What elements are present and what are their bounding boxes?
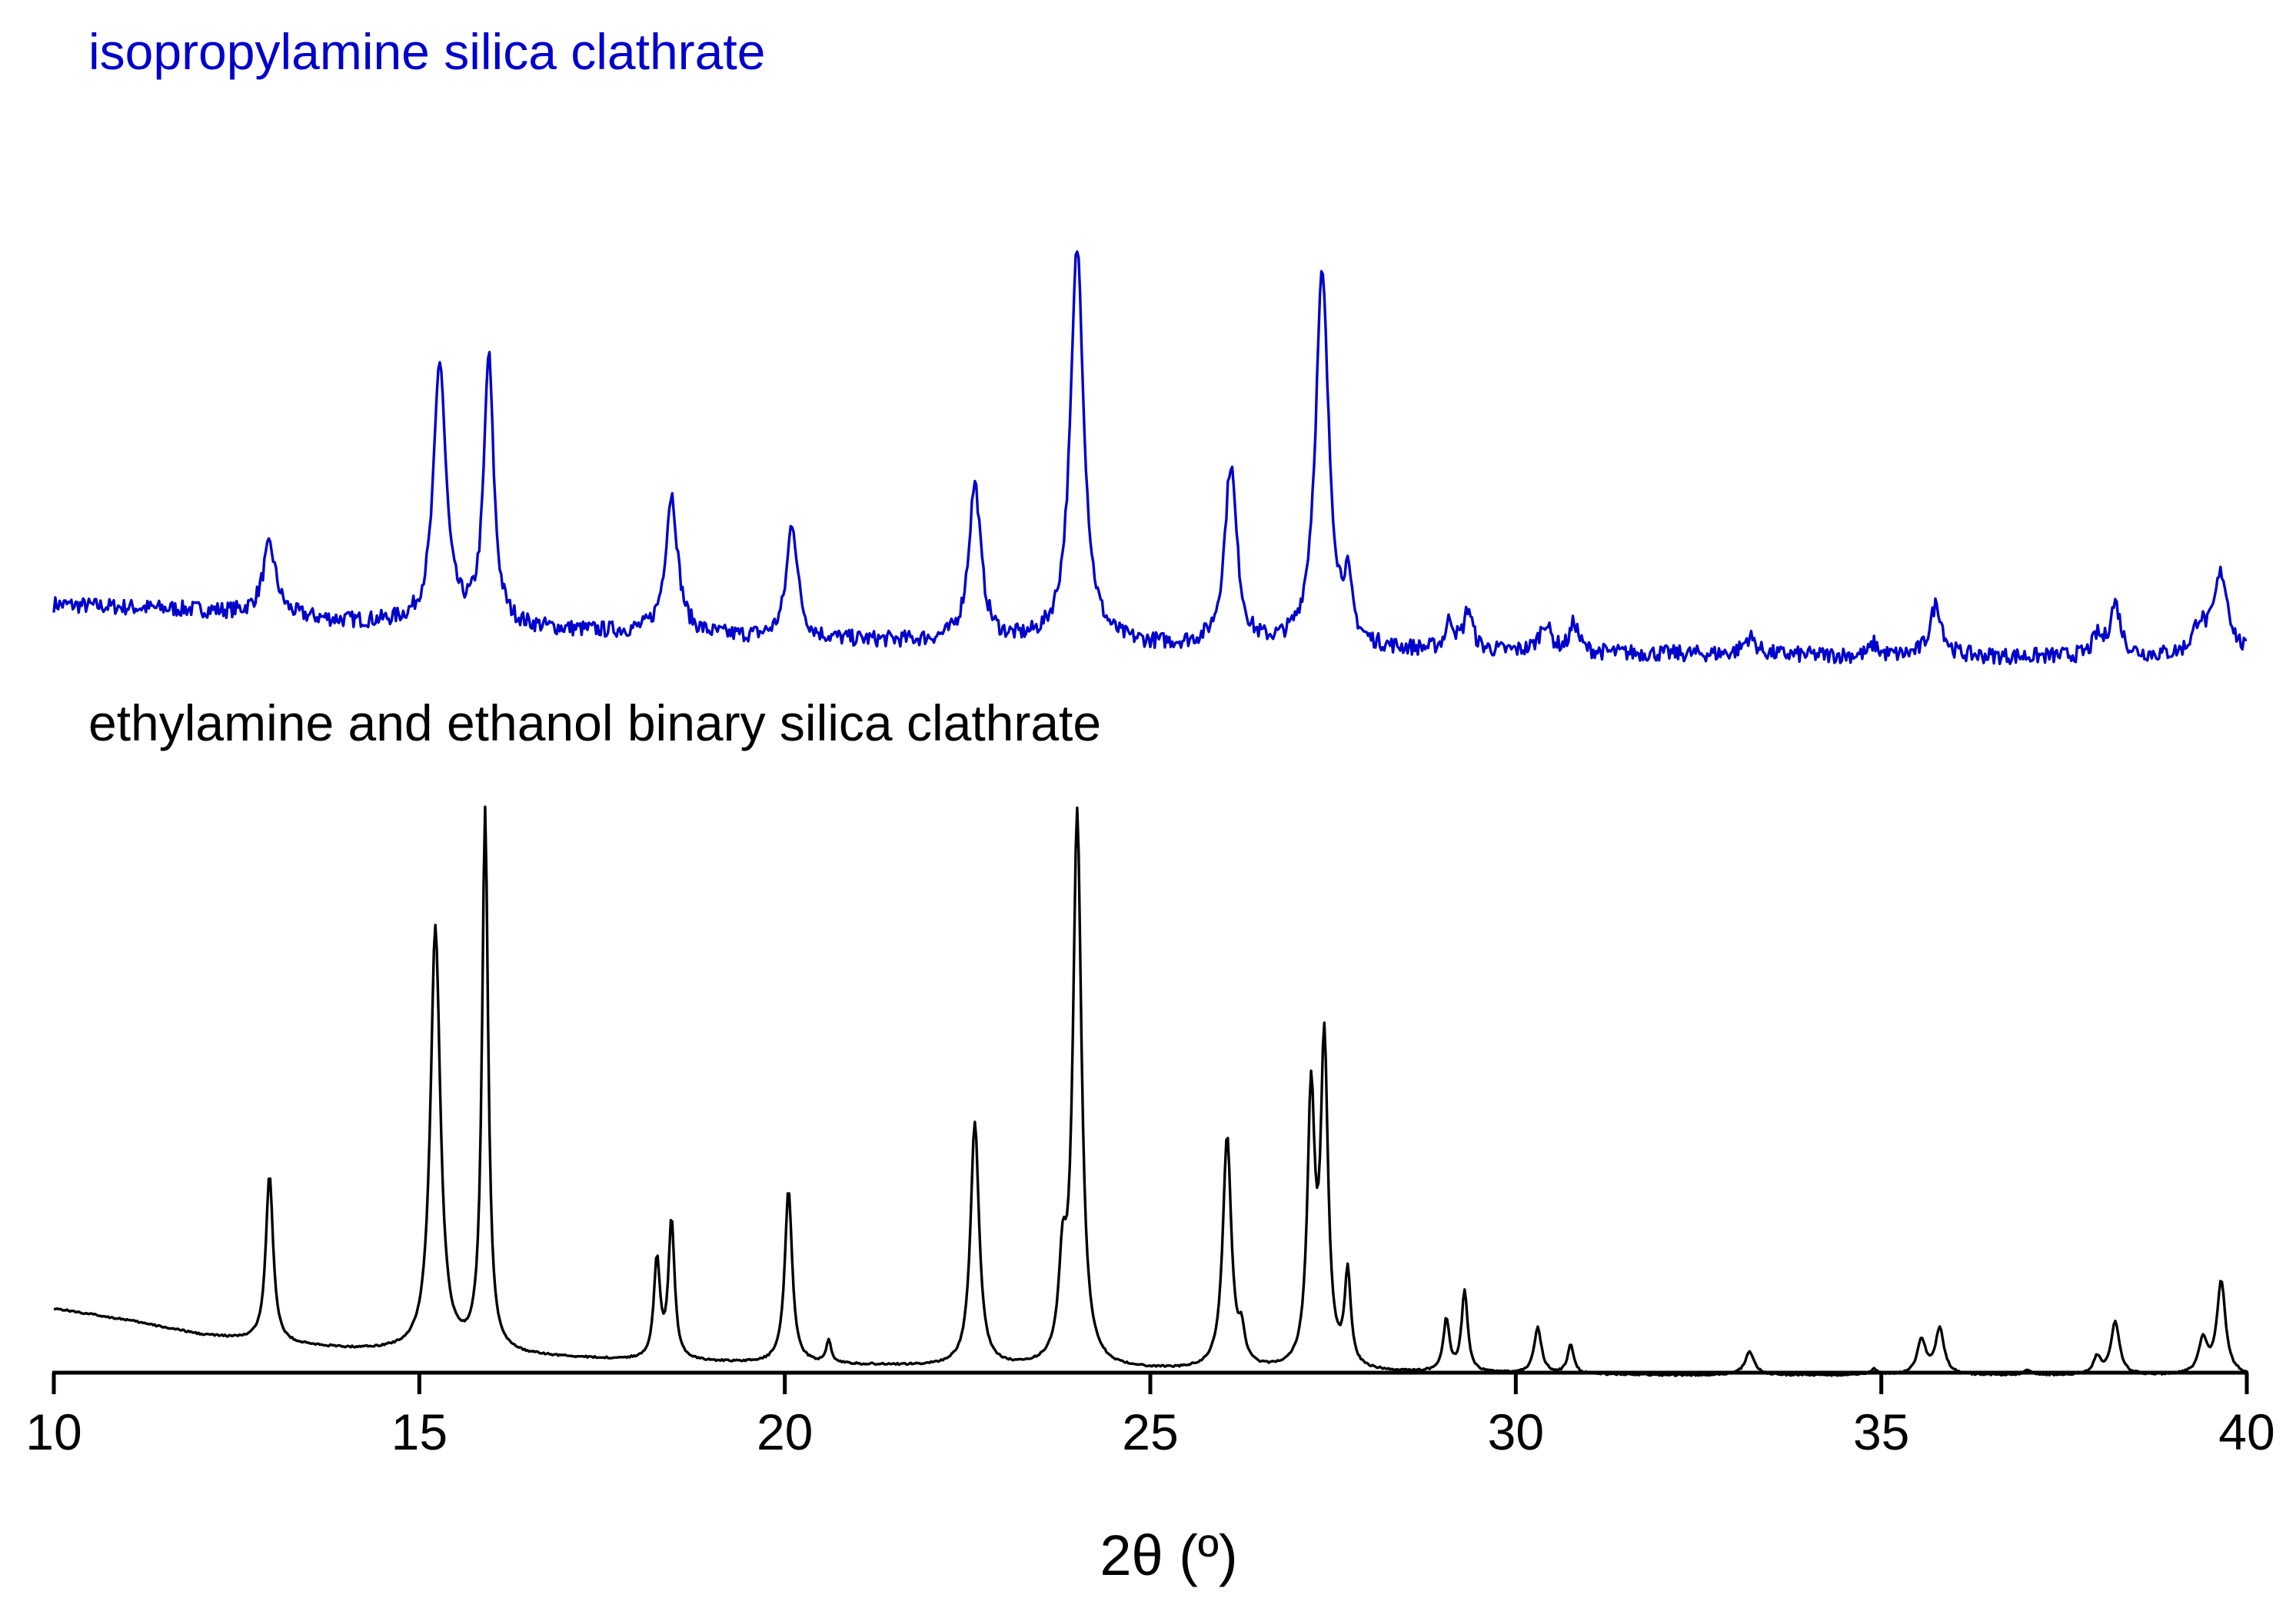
ethylamine-ethanol-series-label: ethylamine and ethanol binary silica cla… <box>88 694 1101 751</box>
plot-series <box>52 250 2248 1377</box>
x-tick-label: 40 <box>2218 1403 2274 1460</box>
isopropylamine-pattern-line <box>52 250 2248 665</box>
x-tick-label: 20 <box>757 1403 813 1460</box>
x-tick-label: 10 <box>25 1403 82 1460</box>
x-ticks: 10 15 20 25 30 35 40 <box>25 1373 2275 1460</box>
x-tick-label: 15 <box>391 1403 448 1460</box>
x-axis: 10 15 20 25 30 35 40 <box>25 1370 2275 1460</box>
x-axis-title: 2θ (º) <box>1100 1523 1237 1587</box>
x-tick-label: 35 <box>1853 1403 1909 1460</box>
x-tick-label: 30 <box>1488 1403 1544 1460</box>
ethylamine-ethanol-pattern-line <box>53 805 2248 1377</box>
x-tick-label: 25 <box>1122 1403 1178 1460</box>
isopropylamine-series-label: isopropylamine silica clathrate <box>88 23 765 80</box>
